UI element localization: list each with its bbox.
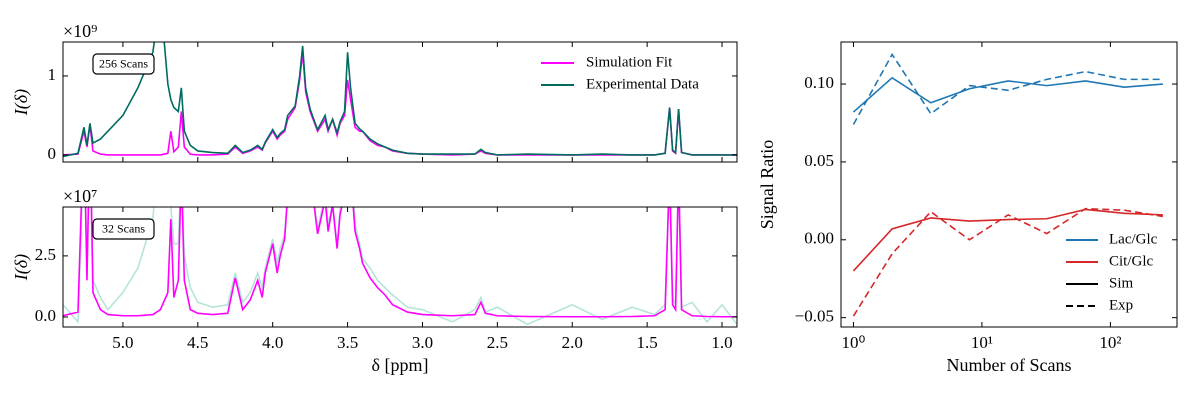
x-tick-label: 2.0 [562, 333, 583, 352]
y-axis-label: I(δ) [11, 89, 32, 116]
annotation: 32 Scans [102, 221, 145, 235]
series-line [852, 76, 1163, 113]
axes-frame [62, 206, 738, 328]
y-tick-label: 0.10 [804, 73, 834, 92]
series-line [852, 207, 1163, 317]
legend-label: Sim [1109, 275, 1134, 291]
legend-label: Experimental Data [586, 76, 699, 92]
y-tick-label: 0.00 [804, 229, 834, 248]
y-tick-label: 1 [48, 65, 57, 84]
series-line [63, 42, 737, 158]
annotation: 256 Scans [99, 56, 148, 70]
axes-frame [840, 41, 1178, 328]
y-axis-label: I(δ) [11, 254, 32, 281]
x-tick-label: 3.5 [337, 333, 358, 352]
legend-label: Simulation Fit [586, 54, 673, 70]
series-line [63, 207, 737, 318]
series-line [852, 208, 1163, 272]
y-tick-label: 0 [48, 144, 57, 163]
y-tick-label: 0.0 [35, 306, 56, 325]
annotation-box [92, 53, 155, 75]
legend-label: Lac/Glc [1109, 231, 1158, 247]
series-line [63, 207, 737, 326]
legend-label: Cit/Glc [1109, 253, 1154, 269]
x-tick-label: 3.0 [412, 333, 433, 352]
x-axis-label: δ [ppm] [372, 355, 429, 375]
x-tick-label: 10² [1099, 333, 1121, 352]
legend-label: Exp [1109, 297, 1133, 313]
y-axis-label: Signal Ratio [757, 140, 777, 230]
x-tick-label: 10¹ [971, 333, 993, 352]
offset-text: ×10⁹ [63, 21, 97, 41]
y-tick-label: 2.5 [35, 245, 56, 264]
x-axis-label: Number of Scans [947, 355, 1072, 375]
x-tick-label: 2.5 [487, 333, 508, 352]
x-tick-label: 4.0 [262, 333, 283, 352]
x-tick-label: 1.0 [711, 333, 732, 352]
y-tick-label: 0.05 [804, 151, 834, 170]
x-tick-label: 1.5 [637, 333, 658, 352]
x-tick-label: 4.5 [187, 333, 208, 352]
axes-frame [62, 41, 738, 163]
x-tick-label: 5.0 [112, 333, 133, 352]
x-tick-label: 10⁰ [842, 333, 866, 352]
offset-text: ×10⁷ [63, 186, 97, 206]
series-line [852, 52, 1163, 125]
annotation-box [92, 218, 155, 240]
y-tick-label: −0.05 [795, 307, 834, 326]
